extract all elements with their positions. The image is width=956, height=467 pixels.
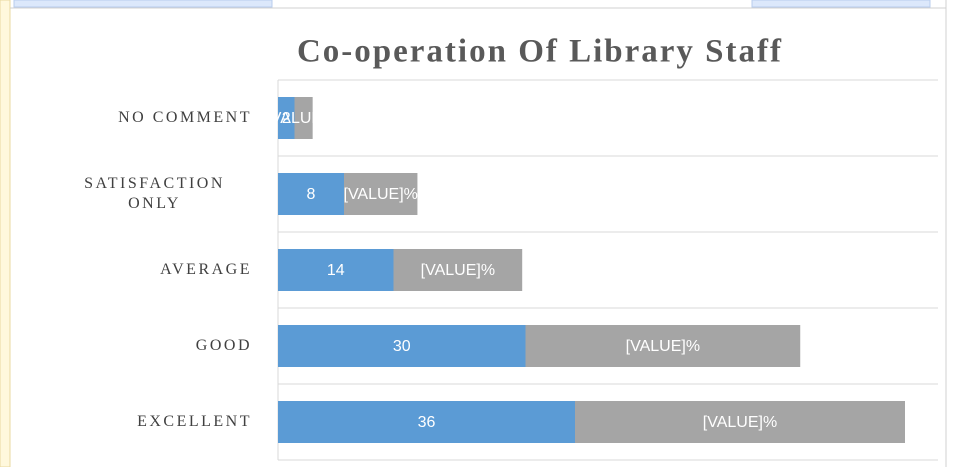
category-label: GOOD xyxy=(195,337,252,354)
bar-segment xyxy=(278,401,575,443)
side-strip xyxy=(0,0,11,467)
bar-segment xyxy=(294,97,313,139)
y-tick-label: NO COMMENT xyxy=(118,108,252,128)
bar-segment xyxy=(278,325,526,367)
top-tab xyxy=(751,0,931,8)
chart-title: Co-operation Of Library Staff xyxy=(297,34,783,70)
data-label: [VALUE]% xyxy=(626,338,700,355)
bar-segment xyxy=(278,97,295,139)
bar-segment xyxy=(344,173,418,215)
category-label: NO COMMENT xyxy=(118,109,252,126)
data-label: [VALUE]% xyxy=(703,414,777,431)
y-tick-label: EXCELLENT xyxy=(137,412,252,432)
data-label: 14 xyxy=(327,262,345,279)
data-label: 30 xyxy=(393,338,411,355)
data-label: [VALUE]% xyxy=(266,110,340,127)
data-label: [VALUE]% xyxy=(344,186,418,203)
data-label: [VALUE]% xyxy=(421,262,495,279)
y-tick-label: SATISFACTION ONLY xyxy=(57,174,252,214)
top-tab xyxy=(13,0,273,8)
bar-segment xyxy=(278,249,394,291)
data-label: 2 xyxy=(282,110,291,127)
bar-segment xyxy=(393,249,523,291)
category-label: EXCELLENT xyxy=(137,413,252,430)
category-label: SATISFACTION ONLY xyxy=(84,175,225,212)
category-label: AVERAGE xyxy=(160,261,252,278)
bar-segment xyxy=(575,401,905,443)
y-tick-label: GOOD xyxy=(196,336,252,356)
bar-segment xyxy=(278,173,344,215)
bar-segment xyxy=(525,325,801,367)
data-label: 8 xyxy=(307,186,316,203)
data-label: 36 xyxy=(418,414,436,431)
y-tick-label: AVERAGE xyxy=(160,260,252,280)
